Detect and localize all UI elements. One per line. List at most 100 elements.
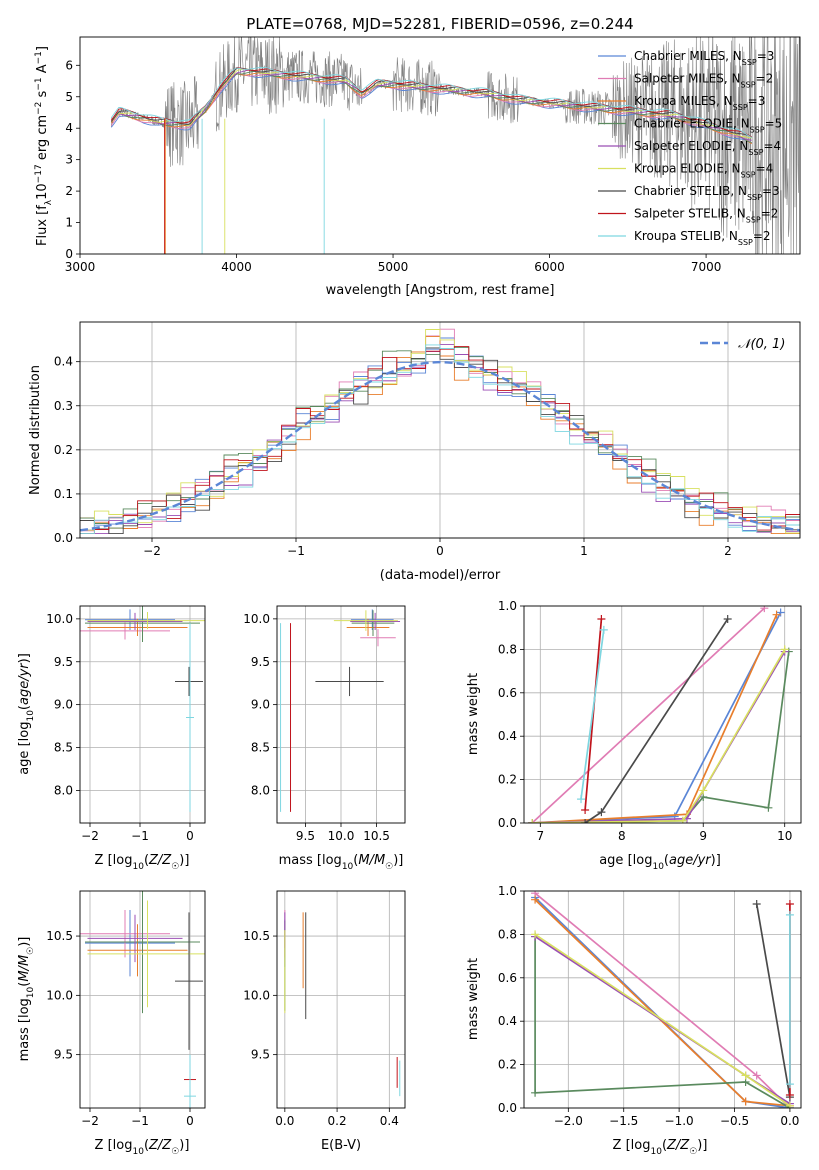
data-point (780, 645, 789, 654)
plot-area (531, 891, 794, 1108)
mass-weight-vs-age-panel: 7 8 9 10 0.0 0.2 0.4 0.6 0.8 1.0 age [log10(age/yr… (466, 599, 802, 872)
plot-area (80, 891, 205, 1108)
series-kroupa-stelib (577, 625, 608, 804)
series-line (534, 896, 791, 1108)
y-tick-label: 10.5 (243, 929, 270, 943)
data-point (597, 808, 606, 817)
y-axis-label: mass weight (466, 958, 481, 1040)
y-axis-label: age [log10(age/yr)] (17, 653, 36, 775)
y-tick-label: 0.1 (54, 487, 73, 501)
data-point (752, 900, 761, 909)
plot-frame (79, 36, 801, 255)
errorbar-chabrier-miles (350, 609, 394, 631)
y-tick-label: 9.5 (54, 655, 73, 669)
data-spectrum-line (111, 37, 800, 254)
data-point (741, 1097, 750, 1106)
x-tick-label: 0 (186, 829, 194, 843)
grid (277, 891, 405, 1108)
series-line (532, 612, 782, 823)
x-tick-label: 2 (724, 544, 732, 558)
data-point (531, 895, 540, 904)
series-line (532, 614, 778, 823)
errorbar-salpeter-elodie (87, 612, 183, 631)
y-tick-label: 8.0 (54, 783, 73, 797)
x-tick-label: 0.0 (780, 1114, 799, 1128)
x-axis-label: Z [log10(Z/Z☉)] (95, 853, 190, 872)
x-tick-label: 9 (699, 829, 707, 843)
legend-label: Salpeter STELIB, NSSP=2 (634, 207, 778, 225)
x-tick-label: −1 (131, 1114, 149, 1128)
spectrum-panel: 3000 4000 5000 6000 7000 0 1 2 3 4 5 6 wavelength [A… (34, 36, 801, 298)
y-axis-label: Flux [fλ10−17 erg cm−2 s−1 A−1] (34, 46, 54, 246)
legend-label: Chabrier STELIB, NSSP=3 (634, 184, 780, 202)
legend-label: Chabrier ELODIE, NSSP=5 (634, 117, 782, 135)
plot-area (280, 609, 401, 812)
data-point (597, 615, 606, 624)
errorbar-kroupa-elodie (87, 900, 205, 1008)
model-line-kroupa-miles (110, 72, 753, 144)
x-tick-label: 10 (777, 829, 792, 843)
plot-frame (79, 605, 206, 824)
y-tick-label: 8.5 (251, 741, 270, 755)
x-tick-label: −1.5 (609, 1114, 638, 1128)
x-tick-label: 1 (580, 544, 588, 558)
x-axis-label: E(B-V) (321, 1138, 361, 1153)
x-tick-label: −2 (143, 544, 161, 558)
x-tick-label: 9.5 (296, 829, 315, 843)
errorbar-chabrier-elodie (351, 610, 395, 637)
data-point (741, 1071, 750, 1080)
x-axis-label: mass [log10(M/M☉)] (279, 853, 404, 872)
mass-vs-ebv-panel: 0.0 0.2 0.4 9.5 10.0 10.5 E(B-V) (243, 890, 406, 1153)
series-line (531, 607, 765, 823)
x-tick-label: −1.0 (665, 1114, 694, 1128)
plot-frame (276, 605, 406, 824)
y-tick-label: 9.5 (54, 1048, 73, 1062)
data-point (581, 819, 590, 823)
y-axis-label: Normed distribution (28, 365, 43, 495)
series-kroupa-miles (528, 610, 781, 823)
data-point (699, 786, 708, 795)
x-tick-label: −2 (81, 829, 99, 843)
y-tick-label: 10.5 (46, 929, 73, 943)
legend-label: Kroupa STELIB, NSSP=2 (634, 229, 771, 247)
data-point (577, 795, 586, 804)
data-point (581, 805, 590, 814)
data-point (785, 900, 794, 909)
y-tick-label: 0.0 (498, 1101, 517, 1115)
errorbar-salpeter-elodie (87, 914, 183, 963)
y-tick-label: 6 (65, 58, 73, 72)
y-tick-label: 10.0 (243, 612, 270, 626)
x-tick-label: −1 (287, 544, 305, 558)
x-tick-label: −2 (81, 1114, 99, 1128)
series-line (580, 629, 605, 800)
errorbar-kroupa-stelib (184, 1054, 196, 1108)
legend: 𝒩(0, 1) (700, 337, 785, 352)
grid (277, 606, 405, 823)
legend-label: 𝒩(0, 1) (738, 337, 785, 352)
x-tick-label: 0 (436, 544, 444, 558)
y-tick-label: 10.0 (46, 612, 73, 626)
y-tick-label: 8.0 (251, 783, 270, 797)
series-line (534, 936, 791, 1108)
errorbar-chabrier-stelib (315, 666, 384, 697)
data-point (723, 615, 732, 624)
y-tick-label: 4 (65, 121, 73, 135)
legend-label: Salpeter ELODIE, NSSP=4 (634, 139, 781, 157)
x-tick-label: 8 (618, 829, 626, 843)
x-tick-label: 6000 (534, 260, 565, 274)
x-tick-label: −0.5 (720, 1114, 749, 1128)
y-tick-label: 0.6 (498, 971, 517, 985)
plot-frame (79, 890, 206, 1109)
y-tick-label: 9.0 (251, 698, 270, 712)
series-line (532, 648, 786, 823)
gaussian-curve (80, 360, 800, 532)
x-tick-label: −1 (131, 829, 149, 843)
y-tick-label: 0.4 (54, 355, 73, 369)
data-point (785, 910, 794, 919)
errorbar-kroupa-miles (87, 924, 188, 977)
series-line (534, 933, 791, 1107)
y-tick-label: 1 (65, 216, 73, 230)
y-tick-label: 9.0 (54, 698, 73, 712)
residuals-panel: −2 −1 0 1 2 0.0 0.1 0.2 0.3 0.4 (data-model)/error… (28, 321, 801, 583)
